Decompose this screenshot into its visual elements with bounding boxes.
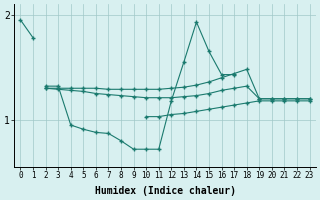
- X-axis label: Humidex (Indice chaleur): Humidex (Indice chaleur): [94, 186, 236, 196]
